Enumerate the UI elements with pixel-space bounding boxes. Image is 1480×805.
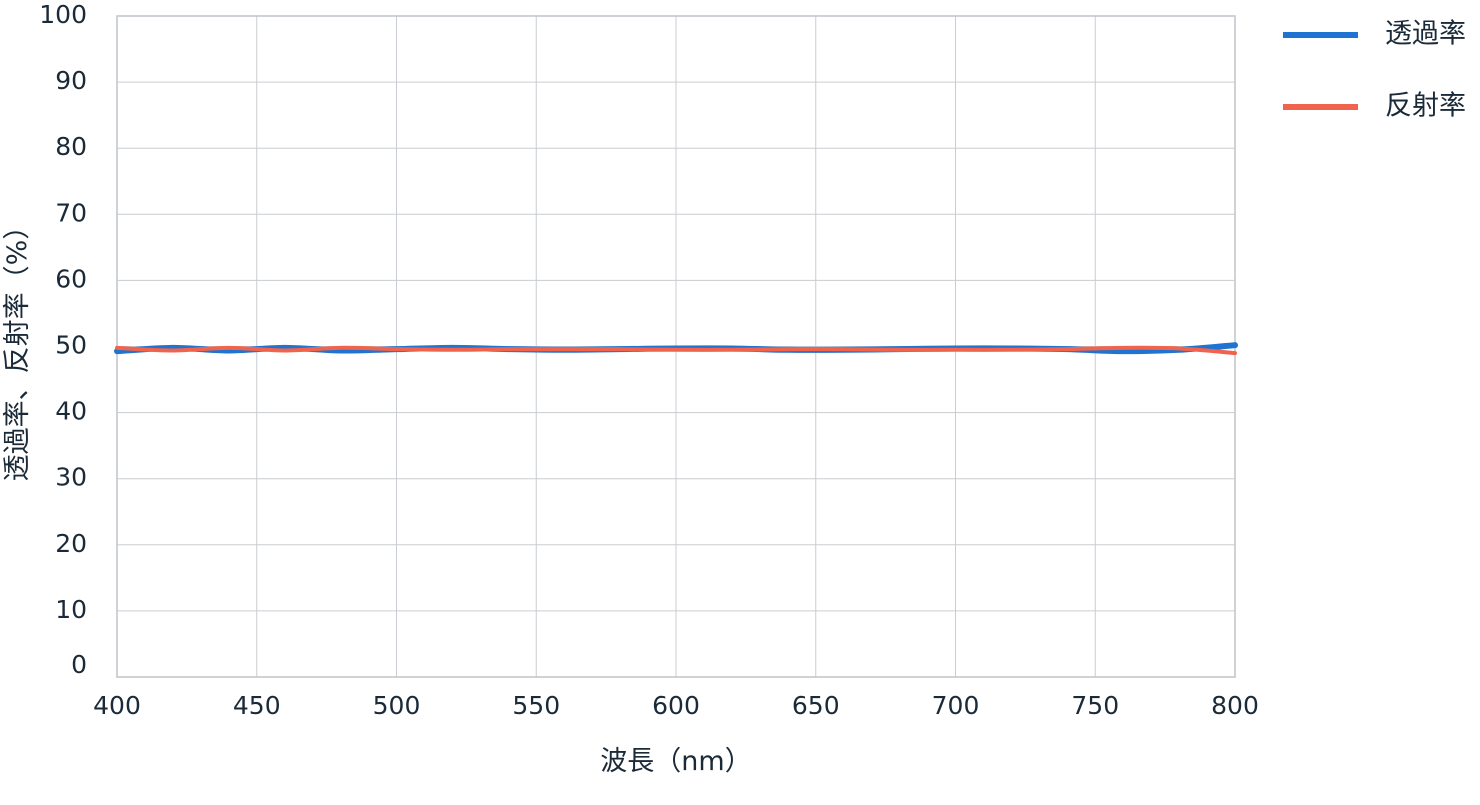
y-tick-label: 10 bbox=[55, 595, 87, 624]
legend-label: 反射率 bbox=[1385, 91, 1466, 122]
y-tick-label: 50 bbox=[55, 331, 87, 360]
x-tick-label: 450 bbox=[233, 691, 281, 720]
x-axis-title: 波長（nm） bbox=[600, 746, 751, 777]
y-tick-label: 0 bbox=[71, 650, 87, 679]
y-tick-label: 90 bbox=[55, 66, 87, 95]
x-tick-label: 750 bbox=[1071, 691, 1119, 720]
x-tick-label: 800 bbox=[1211, 691, 1259, 720]
series-line-reflectance bbox=[115, 345, 1237, 356]
y-tick-label: 100 bbox=[39, 0, 87, 29]
x-tick-label: 650 bbox=[792, 691, 840, 720]
y-tick-label: 40 bbox=[55, 397, 87, 426]
x-tick-label: 700 bbox=[932, 691, 980, 720]
y-tick-label: 60 bbox=[55, 264, 87, 293]
y-tick-label: 30 bbox=[55, 463, 87, 492]
y-tick-label: 80 bbox=[55, 132, 87, 161]
y-tick-label: 70 bbox=[55, 198, 87, 227]
y-axis-title: 透過率、反射率（%） bbox=[2, 213, 33, 482]
x-tick-label: 400 bbox=[93, 691, 141, 720]
series-lines bbox=[114, 342, 1238, 356]
y-tick-label: 20 bbox=[55, 529, 87, 558]
x-tick-label: 550 bbox=[512, 691, 560, 720]
x-tick-label: 600 bbox=[652, 691, 700, 720]
x-tick-label: 500 bbox=[373, 691, 421, 720]
x-axis-tick-labels: 400 450 500 550 600 650 700 750 800 bbox=[93, 691, 1259, 720]
y-axis-tick-labels: 0 10 20 30 40 50 60 70 80 90 100 bbox=[39, 0, 87, 679]
legend-label: 透過率 bbox=[1385, 19, 1466, 50]
